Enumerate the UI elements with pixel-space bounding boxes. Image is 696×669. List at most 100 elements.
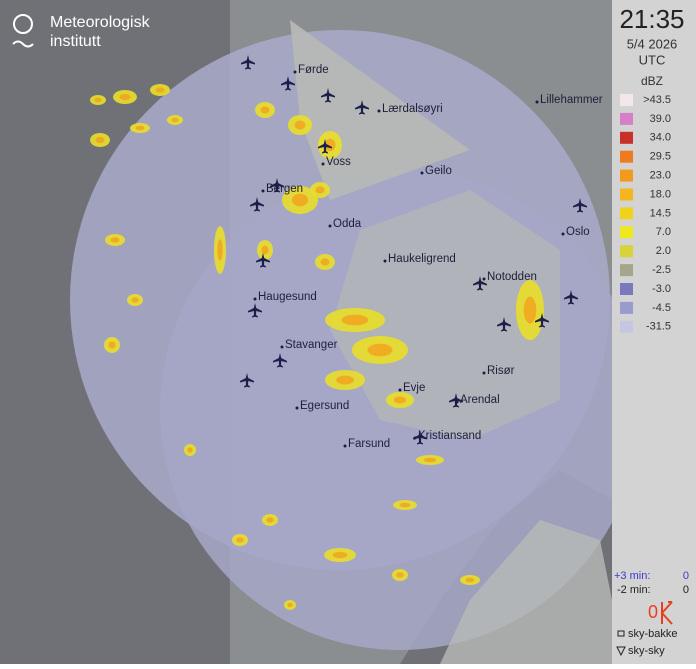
legend-label: -31.5	[646, 321, 671, 333]
legend-swatch	[620, 245, 633, 258]
legend-swatch	[620, 301, 633, 314]
place-label: Voss	[326, 156, 351, 168]
precip-core	[341, 314, 369, 326]
place-dot	[293, 70, 297, 74]
legend-swatch	[620, 94, 633, 106]
place-dot	[377, 109, 381, 113]
precip-core	[320, 258, 330, 266]
place-label: Haugesund	[258, 291, 317, 303]
precip-core	[423, 457, 437, 463]
legend-label: 14.5	[650, 207, 671, 219]
precip-core	[187, 447, 193, 453]
precip-core	[155, 87, 165, 93]
place-dot	[280, 345, 284, 349]
precip-core	[261, 245, 269, 255]
precip-core	[396, 572, 404, 578]
legend-label: 23.0	[650, 170, 671, 182]
logo-text: Meteorologisk	[50, 14, 151, 31]
place-label: Geilo	[425, 165, 452, 177]
legend-label: 34.0	[650, 132, 671, 144]
precip-core	[236, 537, 244, 543]
legend-label: 29.5	[650, 151, 671, 163]
place-dot	[420, 171, 424, 175]
place-label: Haukeligrend	[388, 253, 456, 265]
precip-core	[336, 375, 354, 385]
place-dot	[482, 371, 486, 375]
place-dot	[383, 259, 387, 263]
legend-swatch	[620, 112, 633, 125]
precipitation	[90, 84, 544, 610]
legend-swatch	[620, 169, 633, 182]
precip-core	[95, 136, 105, 144]
place-label: Notodden	[487, 271, 537, 283]
legend-swatch	[620, 188, 633, 201]
place-dot	[253, 297, 257, 301]
denmark	[440, 520, 612, 664]
precip-core	[294, 120, 306, 130]
precip-core	[119, 93, 131, 101]
legend-label: 39.0	[650, 113, 671, 125]
lightning-label: +3 min:	[614, 570, 650, 582]
place-dot	[328, 224, 332, 228]
place-dot	[455, 400, 459, 404]
legend-swatch	[620, 264, 633, 277]
legend-label: >43.5	[643, 94, 671, 106]
logo-circle	[13, 14, 33, 34]
ground-symbol	[617, 630, 625, 637]
precip-core	[266, 517, 274, 523]
legend-swatch	[620, 207, 633, 220]
legend-label: -3.0	[652, 283, 671, 295]
place-label: Lærdalsøyri	[382, 103, 443, 115]
place-label: Farsund	[348, 438, 390, 450]
precip-core	[465, 577, 475, 583]
precip-core	[171, 117, 179, 123]
place-label: Kristiansand	[418, 430, 481, 442]
legend-swatch	[620, 131, 633, 144]
place-label: Bergen	[266, 183, 303, 195]
place-label: Førde	[298, 64, 329, 76]
precip-core	[287, 602, 293, 608]
place-labels: Førde Lærdalsøyri Lillehammer Voss Geilo Berg…	[253, 64, 603, 450]
lightning-icon	[661, 601, 673, 625]
lightning-count: 0	[683, 570, 689, 582]
precip-core	[94, 97, 102, 103]
place-dot	[295, 406, 299, 410]
place-label: Odda	[333, 218, 362, 230]
legend-label: 2.0	[656, 245, 671, 257]
precip-core	[110, 237, 120, 243]
precip-core	[393, 396, 407, 404]
legend-label: -4.5	[652, 302, 671, 314]
legend-swatch	[620, 283, 633, 295]
place-dot	[321, 162, 325, 166]
lightning-count: 0	[683, 584, 689, 596]
place-dot	[398, 388, 402, 392]
lightning-total: 0	[648, 602, 658, 622]
place-dot	[261, 189, 265, 193]
precip-core	[324, 138, 336, 152]
precip-core	[332, 551, 348, 559]
legend-swatch	[620, 320, 633, 333]
site-label: sky-bakke	[628, 628, 678, 640]
place-label: Risør	[487, 365, 515, 377]
place-label: Stavanger	[285, 339, 338, 351]
place-label: Egersund	[300, 400, 349, 412]
legend-swatch	[620, 226, 633, 239]
place-dot	[535, 100, 539, 104]
place-dot	[482, 277, 486, 281]
date: 5/4 2026	[627, 36, 678, 51]
time: 21:35	[619, 4, 684, 34]
precip-core	[260, 106, 270, 114]
place-dot	[413, 436, 417, 440]
cloud-symbol	[616, 646, 626, 657]
precip-core	[217, 239, 223, 261]
logo: Meteorologisk institutt	[12, 14, 151, 50]
precip-core	[399, 502, 411, 508]
place-label: Lillehammer	[540, 94, 603, 106]
legend-label: 18.0	[650, 188, 671, 200]
place-label: Evje	[403, 382, 425, 394]
logo-text: institutt	[50, 33, 101, 50]
legend-swatch	[620, 150, 633, 163]
logo-wave	[12, 40, 34, 48]
timezone: UTC	[639, 52, 666, 67]
